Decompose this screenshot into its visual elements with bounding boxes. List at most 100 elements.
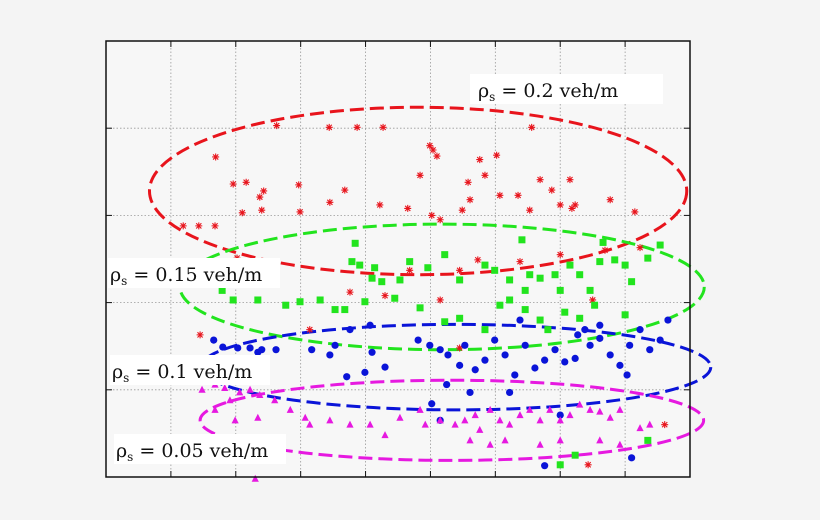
- circle-point: [646, 346, 654, 354]
- square-point: [356, 261, 364, 269]
- square-point: [424, 264, 432, 272]
- triangle-point: [496, 416, 504, 424]
- triangle-point: [461, 416, 469, 424]
- circle-point: [444, 351, 452, 359]
- square-point: [536, 316, 544, 324]
- square-point: [561, 308, 569, 316]
- asterisk-point: [456, 266, 464, 274]
- circle-point: [516, 316, 524, 324]
- circle-point: [331, 341, 339, 349]
- annotation-label-0: ρs = 0.2 veh/m: [470, 74, 663, 104]
- square-point: [556, 461, 564, 469]
- circle-point: [426, 341, 434, 349]
- circle-point: [272, 346, 280, 354]
- cluster-ellipse-0: [147, 105, 689, 277]
- triangle-point: [556, 436, 564, 444]
- triangle-point: [416, 405, 424, 413]
- square-point: [536, 274, 544, 282]
- square-point: [518, 236, 526, 244]
- triangle-point: [536, 416, 544, 424]
- circle-point: [246, 344, 254, 352]
- asterisk-point: [636, 244, 644, 252]
- square-point: [441, 318, 449, 326]
- asterisk-point: [376, 201, 384, 209]
- circle-point: [628, 454, 636, 462]
- square-point: [576, 314, 584, 322]
- asterisk-point: [601, 246, 609, 254]
- circle-point: [581, 326, 589, 334]
- triangle-point: [301, 413, 309, 421]
- triangle-point: [606, 413, 614, 421]
- asterisk-point: [306, 326, 314, 334]
- circle-point: [428, 400, 436, 408]
- asterisk-point: [211, 222, 219, 230]
- circle-point: [210, 336, 218, 344]
- asterisk-point: [242, 178, 250, 186]
- asterisk-point: [548, 186, 556, 194]
- triangle-point: [226, 396, 234, 404]
- asterisk-point: [556, 201, 564, 209]
- svg-text:ρs = 0.05 veh/m: ρs = 0.05 veh/m: [116, 440, 268, 464]
- series-3-triangle: [198, 380, 654, 482]
- data-points: [179, 122, 672, 482]
- square-point: [621, 311, 629, 319]
- square-point: [596, 258, 604, 266]
- circle-point: [521, 341, 529, 349]
- asterisk-point: [476, 156, 484, 164]
- asterisk-point: [464, 178, 472, 186]
- circle-point: [551, 346, 559, 354]
- svg-text:ρs = 0.1 veh/m: ρs = 0.1 veh/m: [112, 361, 252, 385]
- asterisk-point: [196, 331, 204, 339]
- triangle-point: [286, 405, 294, 413]
- circle-point: [219, 343, 227, 351]
- square-point: [586, 286, 594, 294]
- asterisk-point: [516, 258, 524, 266]
- asterisk-point: [346, 288, 354, 296]
- asterisk-point: [179, 222, 187, 230]
- square-point: [331, 306, 339, 314]
- square-point: [506, 296, 514, 304]
- circle-point: [606, 351, 614, 359]
- square-point: [416, 304, 424, 312]
- circle-point: [541, 356, 549, 364]
- asterisk-point: [536, 176, 544, 184]
- triangle-point: [231, 416, 239, 424]
- square-point: [591, 301, 599, 309]
- asterisk-point: [456, 344, 464, 352]
- annotation-label-3: ρs = 0.05 veh/m: [114, 434, 286, 464]
- square-point: [526, 271, 534, 279]
- circle-point: [443, 380, 451, 389]
- triangle-point: [596, 436, 604, 444]
- asterisk-point: [481, 171, 489, 179]
- triangle-point: [306, 420, 314, 428]
- square-point: [282, 301, 290, 309]
- annotation-label-2: ρs = 0.1 veh/m: [110, 355, 270, 385]
- square-point: [348, 258, 356, 266]
- triangle-point: [211, 405, 219, 413]
- square-point: [496, 301, 504, 309]
- asterisk-point: [589, 296, 597, 304]
- circle-point: [623, 371, 631, 379]
- circle-point: [471, 366, 479, 374]
- triangle-point: [471, 411, 479, 419]
- triangle-point: [501, 436, 509, 444]
- triangle-point: [326, 416, 334, 424]
- triangle-point: [636, 424, 644, 432]
- asterisk-point: [381, 292, 389, 300]
- triangle-point: [536, 440, 544, 448]
- triangle-point: [396, 413, 404, 421]
- circle-point: [506, 388, 514, 397]
- circle-point: [664, 316, 672, 324]
- circle-point: [596, 334, 604, 342]
- circle-point: [366, 321, 374, 329]
- asterisk-point: [260, 187, 268, 195]
- asterisk-point: [429, 146, 437, 154]
- circle-point: [381, 363, 389, 371]
- circle-point: [466, 388, 474, 397]
- asterisk-point: [528, 123, 536, 131]
- triangle-point: [616, 440, 624, 448]
- circle-point: [491, 336, 499, 344]
- triangle-point: [476, 425, 484, 433]
- triangle-point: [421, 420, 429, 428]
- circle-point: [596, 321, 604, 329]
